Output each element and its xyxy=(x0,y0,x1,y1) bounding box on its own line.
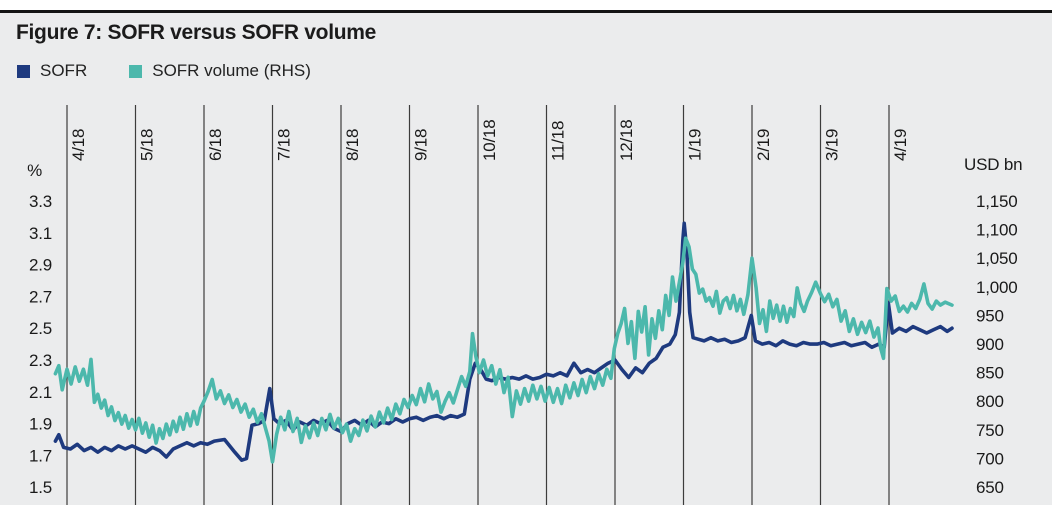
top-rule xyxy=(0,10,1052,13)
legend-label-sofr: SOFR xyxy=(40,61,88,80)
right-axis-tick: 850 xyxy=(976,364,1004,383)
left-axis-tick: 2.9 xyxy=(29,256,52,275)
x-axis-label: 8/18 xyxy=(343,129,362,161)
left-axis-tick: 3.3 xyxy=(29,192,52,211)
x-axis-label: 4/18 xyxy=(69,129,88,161)
legend-swatch-sofr xyxy=(17,64,30,78)
x-axis-label: 6/18 xyxy=(206,129,225,161)
x-axis-label: 2/19 xyxy=(754,129,773,161)
left-axis-tick: 2.7 xyxy=(29,287,52,306)
right-axis-tick: 1,000 xyxy=(976,278,1018,297)
right-axis-tick: 750 xyxy=(976,421,1004,440)
right-axis-tick: 650 xyxy=(976,478,1004,497)
right-axis-tick: 700 xyxy=(976,449,1004,468)
x-axis-label: 9/18 xyxy=(412,129,431,161)
left-axis-tick: 2.5 xyxy=(29,319,52,338)
right-axis-tick: 1,150 xyxy=(976,192,1018,211)
left-axis-ticks: 3.3 3.1 2.9 2.7 2.5 2.3 2.1 1.9 1.7 1.5 xyxy=(29,192,52,497)
left-axis-unit: % xyxy=(27,161,42,180)
x-axis-label: 7/18 xyxy=(275,129,294,161)
sofr-line xyxy=(53,221,954,463)
right-axis-tick: 900 xyxy=(976,335,1004,354)
left-axis-tick: 1.9 xyxy=(29,415,52,434)
x-axis-label: 10/18 xyxy=(480,119,499,161)
legend-item-sofr: SOFR xyxy=(17,61,87,81)
x-axis-label: 4/19 xyxy=(891,129,910,161)
gridlines xyxy=(66,105,890,505)
left-axis-tick: 1.5 xyxy=(29,478,52,497)
x-axis-labels: 4/18 5/18 6/18 7/18 8/18 9/18 10/18 11/18 12/18 1… xyxy=(69,119,910,161)
legend-label-volume: SOFR volume (RHS) xyxy=(152,61,311,80)
x-axis-label: 11/18 xyxy=(549,121,568,161)
x-axis-label: 3/19 xyxy=(823,129,842,161)
legend-item-volume: SOFR volume (RHS) xyxy=(129,61,311,81)
left-axis-tick: 2.1 xyxy=(29,383,52,402)
x-axis-label: 1/19 xyxy=(686,129,705,161)
right-axis-tick: 800 xyxy=(976,392,1004,411)
left-axis-tick: 2.3 xyxy=(29,351,52,370)
right-axis-unit: USD bn xyxy=(964,155,1022,174)
right-axis-tick: 1,100 xyxy=(976,221,1018,240)
left-axis-tick: 3.1 xyxy=(29,224,52,243)
left-axis-tick: 1.7 xyxy=(29,446,52,465)
legend-swatch-volume xyxy=(129,64,143,78)
x-axis-label: 12/18 xyxy=(617,119,636,161)
legend: SOFR SOFR volume (RHS) xyxy=(17,61,311,81)
x-axis-label: 5/18 xyxy=(138,129,157,161)
right-axis-ticks: 1,150 1,100 1,050 1,000 950 900 850 800 750 700 65… xyxy=(976,192,1018,497)
series-lines xyxy=(53,221,954,464)
figure-title: Figure 7: SOFR versus SOFR volume xyxy=(16,21,377,44)
right-axis-tick: 950 xyxy=(976,306,1004,325)
sofr-volume-line xyxy=(53,236,954,464)
right-axis-tick: 1,050 xyxy=(976,249,1018,268)
